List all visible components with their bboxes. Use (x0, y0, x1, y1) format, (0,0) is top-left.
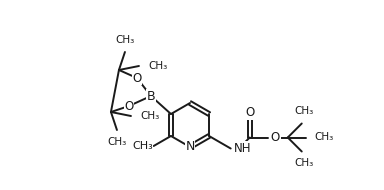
Text: CH₃: CH₃ (294, 158, 313, 169)
Text: NH: NH (234, 142, 251, 155)
Text: O: O (124, 100, 134, 112)
Text: O: O (132, 71, 142, 85)
Text: CH₃: CH₃ (294, 107, 313, 116)
Text: B: B (147, 89, 155, 102)
Text: CH₃: CH₃ (107, 137, 127, 147)
Text: CH₃: CH₃ (315, 132, 334, 142)
Text: O: O (271, 131, 280, 144)
Text: CH₃: CH₃ (115, 35, 134, 45)
Text: O: O (245, 106, 254, 119)
Text: CH₃: CH₃ (140, 111, 159, 121)
Text: CH₃: CH₃ (148, 61, 167, 71)
Text: N: N (185, 140, 195, 154)
Text: CH₃: CH₃ (132, 141, 152, 151)
